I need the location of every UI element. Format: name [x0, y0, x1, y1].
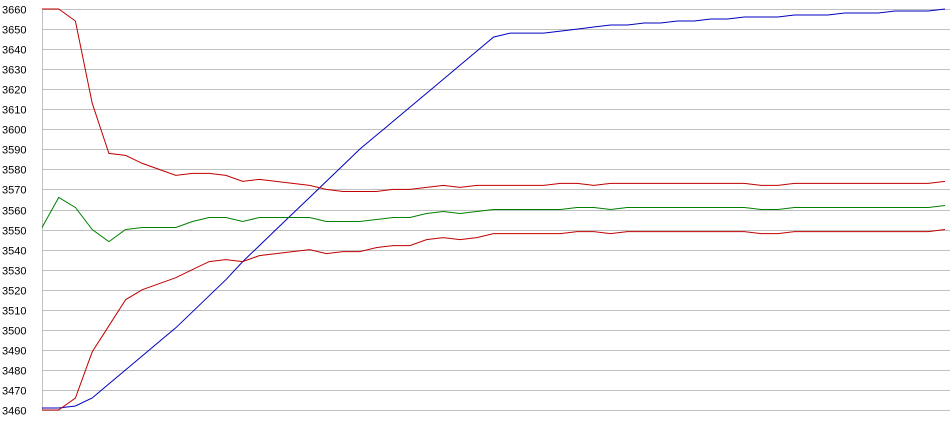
- y-tick-label-3600: 3600: [2, 125, 26, 137]
- y-tick-label-3470: 3470: [2, 386, 26, 398]
- y-tick-label-3490: 3490: [2, 346, 26, 358]
- y-tick-label-3660: 3660: [2, 5, 26, 17]
- series-lines: [41, 8, 946, 411]
- y-tick-label-3630: 3630: [2, 65, 26, 77]
- series-line-2: [42, 8, 946, 192]
- y-tick-label-3640: 3640: [2, 45, 26, 57]
- series-line-3: [41, 196, 946, 243]
- y-axis-tick-labels: 3460 3470 3480 3490 3500 3510 3520 3530 3540 3550…: [2, 5, 26, 418]
- y-tick-label-3560: 3560: [2, 206, 26, 218]
- y-tick-label-3550: 3550: [2, 226, 26, 238]
- y-tick-label-3540: 3540: [2, 246, 26, 258]
- y-tick-label-3510: 3510: [2, 306, 26, 318]
- y-tick-label-3530: 3530: [2, 266, 26, 278]
- y-tick-label-3480: 3480: [2, 366, 26, 378]
- y-tick-label-3650: 3650: [2, 25, 26, 37]
- y-tick-label-3570: 3570: [2, 185, 26, 197]
- y-tick-label-3580: 3580: [2, 165, 26, 177]
- y-tick-label-3620: 3620: [2, 85, 26, 97]
- series-line-1: [42, 8, 946, 409]
- y-tick-label-3520: 3520: [2, 286, 26, 298]
- y-tick-label-3590: 3590: [2, 145, 26, 157]
- y-tick-label-3460: 3460: [2, 406, 26, 418]
- y-tick-label-3500: 3500: [2, 326, 26, 338]
- y-tick-label-3610: 3610: [2, 105, 26, 117]
- series-line-4: [42, 229, 946, 411]
